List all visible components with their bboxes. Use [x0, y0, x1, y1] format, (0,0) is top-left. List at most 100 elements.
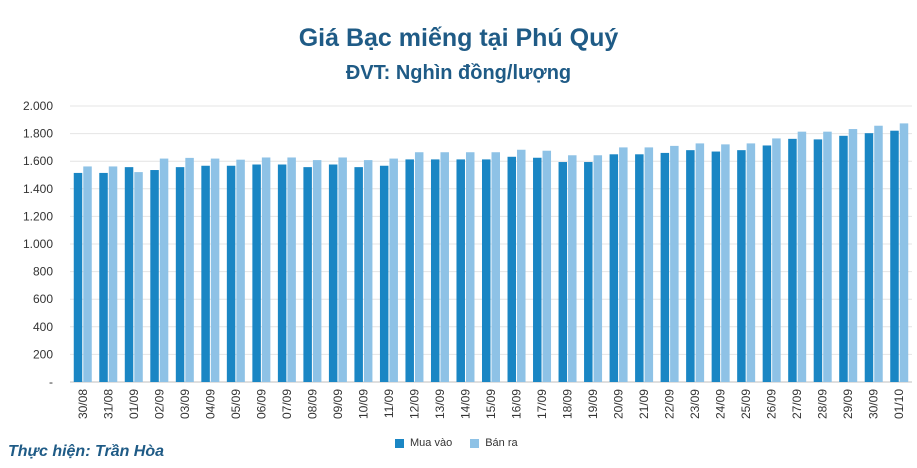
bar-mua-vao — [507, 156, 517, 382]
bar-mua-vao — [150, 170, 159, 382]
bar-ban-ra — [83, 166, 92, 382]
legend-swatch-ban-ra — [470, 438, 480, 448]
bar-mua-vao — [328, 164, 338, 382]
x-tick-label: 26/09 — [765, 389, 779, 419]
bar-ban-ra — [797, 131, 807, 382]
y-tick-label: - — [49, 375, 53, 389]
x-tick-label: 14/09 — [458, 389, 472, 419]
bar-mua-vao — [252, 164, 261, 382]
bar-mua-vao — [430, 159, 440, 382]
x-tick-label: 16/09 — [510, 389, 524, 419]
bar-ban-ra — [159, 158, 169, 382]
x-tick-label: 29/09 — [841, 389, 855, 419]
bar-mua-vao — [201, 165, 210, 382]
x-tick-label: 10/09 — [356, 389, 370, 419]
bar-mua-vao — [533, 157, 542, 382]
bar-ban-ra — [517, 149, 526, 382]
y-tick-label: 800 — [33, 265, 53, 279]
bar-ban-ra — [848, 129, 858, 382]
bar-ban-ra — [746, 143, 756, 382]
bar-ban-ra — [899, 123, 909, 382]
bar-mua-vao — [482, 159, 491, 382]
bar-ban-ra — [465, 152, 475, 382]
legend-item-ban-ra: Bán ra — [470, 437, 518, 449]
bar-mua-vao — [737, 150, 746, 382]
bar-ban-ra — [721, 144, 730, 382]
bar-mua-vao — [124, 167, 134, 382]
x-tick-label: 06/09 — [254, 389, 268, 419]
y-tick-label: 1.200 — [23, 209, 53, 223]
x-tick-label: 31/08 — [101, 389, 115, 419]
y-tick-label: 1.000 — [23, 237, 53, 251]
bar-ban-ra — [134, 172, 143, 382]
bar-mua-vao — [73, 172, 83, 382]
bar-mua-vao — [584, 162, 593, 382]
bar-mua-vao — [864, 133, 874, 382]
bar-ban-ra — [338, 157, 347, 382]
x-tick-label: 25/09 — [739, 389, 753, 419]
bar-ban-ra — [593, 155, 603, 382]
bar-ban-ra — [210, 158, 220, 382]
bar-mua-vao — [686, 150, 695, 382]
bars — [73, 123, 909, 382]
x-tick-label: 21/09 — [637, 389, 651, 419]
legend-item-mua-vao: Mua vào — [395, 437, 452, 449]
x-tick-label: 22/09 — [663, 389, 677, 419]
x-tick-label: 05/09 — [229, 389, 243, 419]
bar-ban-ra — [440, 152, 449, 382]
bar-mua-vao — [456, 159, 465, 382]
gridlines — [70, 105, 912, 383]
legend-label-ban-ra: Bán ra — [485, 437, 518, 449]
bar-mua-vao — [226, 165, 236, 382]
x-tick-label: 23/09 — [688, 389, 702, 419]
bar-ban-ra — [185, 157, 194, 382]
bar-mua-vao — [890, 130, 899, 382]
x-tick-label: 15/09 — [484, 389, 498, 419]
bar-mua-vao — [813, 139, 823, 382]
bar-ban-ra — [108, 166, 118, 382]
x-tick-label: 02/09 — [152, 389, 166, 419]
bar-ban-ra — [287, 157, 296, 382]
bar-mua-vao — [660, 152, 670, 382]
bar-mua-vao — [379, 165, 389, 382]
bar-mua-vao — [99, 172, 108, 382]
bar-mua-vao — [558, 162, 568, 382]
bar-ban-ra — [619, 147, 628, 382]
x-tick-label: 28/09 — [816, 389, 830, 419]
x-tick-label: 27/09 — [790, 389, 804, 419]
bar-mua-vao — [635, 154, 644, 382]
bar-ban-ra — [874, 125, 883, 382]
bar-mua-vao — [354, 167, 363, 382]
bar-mua-vao — [405, 159, 414, 382]
x-tick-label: 01/10 — [892, 389, 906, 419]
bar-ban-ra — [542, 150, 552, 382]
bar-ban-ra — [695, 143, 705, 382]
y-tick-label: 1.800 — [23, 127, 53, 141]
bar-mua-vao — [788, 138, 797, 382]
y-tick-label: 1.600 — [23, 154, 53, 168]
x-tick-label: 30/09 — [867, 389, 881, 419]
x-tick-label: 30/08 — [76, 389, 90, 419]
chart-subtitle: ĐVT: Nghìn đồng/lượng — [345, 62, 572, 84]
x-tick-label: 07/09 — [280, 389, 294, 419]
x-tick-label: 17/09 — [535, 389, 549, 419]
bar-mua-vao — [175, 167, 185, 382]
y-tick-label: 400 — [33, 320, 53, 334]
bar-mua-vao — [839, 135, 848, 382]
legend-swatch-mua-vao — [395, 438, 404, 448]
x-tick-label: 20/09 — [612, 389, 626, 419]
bar-ban-ra — [236, 159, 245, 382]
x-tick-label: 19/09 — [586, 389, 600, 419]
y-tick-label: 600 — [33, 292, 53, 306]
bar-ban-ra — [823, 131, 832, 382]
bar-ban-ra — [261, 157, 271, 382]
bar-mua-vao — [277, 164, 287, 382]
bar-ban-ra — [312, 160, 322, 382]
bar-ban-ra — [644, 147, 654, 382]
chart-title: Giá Bạc miếng tại Phú Quý — [298, 24, 619, 52]
x-tick-label: 03/09 — [178, 389, 192, 419]
y-axis-ticks: - 200 400 600 800 1.000 1.200 1.400 1.600 1.800 2.… — [23, 99, 53, 389]
x-tick-label: 01/09 — [127, 389, 141, 419]
x-tick-label: 24/09 — [714, 389, 728, 419]
x-axis-ticks: 30/08 31/08 01/09 02/09 03/09 04/09 05/09 06/09… — [76, 389, 906, 419]
